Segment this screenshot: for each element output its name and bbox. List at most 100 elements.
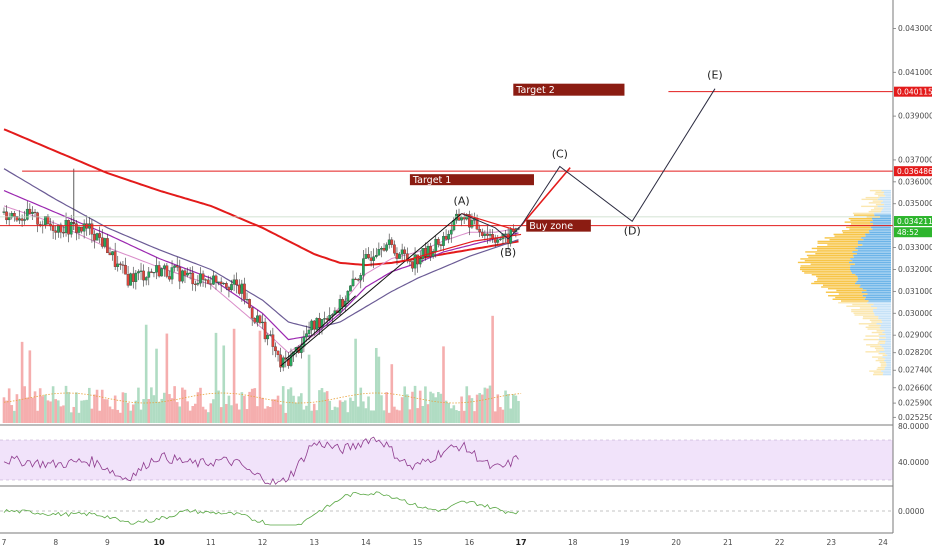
candle-body [418,258,422,265]
profile-bar-sell [859,307,877,309]
target-2-box [513,83,625,96]
price-tag-label: 0.036486 [897,167,932,176]
candle-body [23,219,27,221]
candle-body [307,329,311,334]
profile-bar-buy [861,237,891,239]
profile-bar-sell [872,356,883,358]
volume-bar [75,392,78,423]
volume-bar [328,400,332,423]
volume-bar [126,402,130,423]
candle-body [95,233,99,241]
candle-body [90,223,94,235]
candle-body [429,245,432,257]
candle-body [209,283,213,285]
candle-body [103,238,107,247]
volume-bar [144,324,148,423]
profile-bar-sell [827,288,863,290]
rally-trendline [280,213,462,367]
profile-bar-buy [885,358,891,360]
profile-bar-buy [865,235,891,237]
volume-bar [364,408,368,423]
profile-bar-buy [884,368,891,371]
candle-body [240,283,244,294]
profile-bar-sell [811,247,856,250]
profile-bar-buy [862,295,891,297]
candle-body [160,268,164,277]
profile-bar-sell [874,347,884,350]
candle-body [424,248,427,257]
profile-bar-sell [869,189,882,192]
volume-bar [367,396,370,423]
candle-body [416,254,419,265]
volume-bar [369,410,373,423]
profile-bar-sell [848,217,872,220]
candle-body [253,317,257,323]
profile-bar-buy [883,347,891,350]
profile-bar-sell [870,209,882,211]
profile-bar-sell [853,214,875,216]
candle-body [310,320,314,331]
candle-body [483,233,487,236]
volume-bar [235,403,238,423]
volume-bar [152,395,156,423]
volume-bar [331,410,334,423]
volume-bar [56,400,60,423]
candle-body [359,275,363,281]
price-axis[interactable]: 0.043000 0.041000 0.039000 0.037000 0.036000… [892,0,932,533]
profile-bar-sell [863,316,879,318]
time-axis[interactable]: 7 8 9 10 11 12 13 14 15 16 17 18 19 20 21 22 23 24 [2,538,888,547]
price-tag [894,216,932,227]
profile-bar-buy [876,307,891,309]
profile-bar-sell [872,373,883,376]
profile-bar-buy [885,342,891,344]
candle-body [106,238,109,254]
profile-bar-sell [882,354,888,357]
volume-bar [206,412,210,423]
profile-bar-sell [817,277,858,279]
volume-bar [506,394,510,423]
candle-body [470,220,474,228]
volume-bar [382,410,386,423]
profile-bar-buy [857,249,891,251]
volume-bar [139,409,143,423]
candle-body [232,279,236,285]
candle-body [230,284,233,291]
profile-bar-buy [880,324,891,327]
candle-body [193,283,197,285]
price-tick-label: 0.027400 [898,366,932,375]
profile-bar-buy [868,230,891,232]
profile-bar-sell [836,289,867,292]
volume-bar [64,385,68,423]
volume-bar [478,393,481,423]
candle-body [124,265,127,275]
profile-bar-buy [852,251,891,253]
volume-bar [338,400,342,423]
profile-bar-sell [816,275,858,278]
price-tick-label: 0.025900 [898,399,932,408]
profile-bar-buy [877,198,891,201]
candle-body [100,237,104,247]
volume-bars [2,315,522,423]
profile-bar-sell [838,293,868,295]
volume-bar [256,406,259,423]
volume-bar [186,401,189,423]
wave-ab-path [461,213,522,240]
volume-bar [209,403,213,423]
profile-bar-sell [878,195,886,197]
candle-body [400,249,404,255]
profile-bar-sell [874,207,884,209]
volume-bar [312,403,316,423]
price-tag-label: 48:52 [897,228,919,237]
volume-bar [475,394,479,423]
volume-bar [349,397,352,423]
time-tick-label: 9 [105,538,110,547]
candle-body [323,318,326,320]
candle-body [116,263,120,267]
candle-body [372,256,376,261]
price-tag [894,166,932,177]
candle-body [118,263,122,265]
volume-bar [49,401,52,423]
profile-bar-sell [817,279,858,281]
volume-bar [36,410,39,423]
